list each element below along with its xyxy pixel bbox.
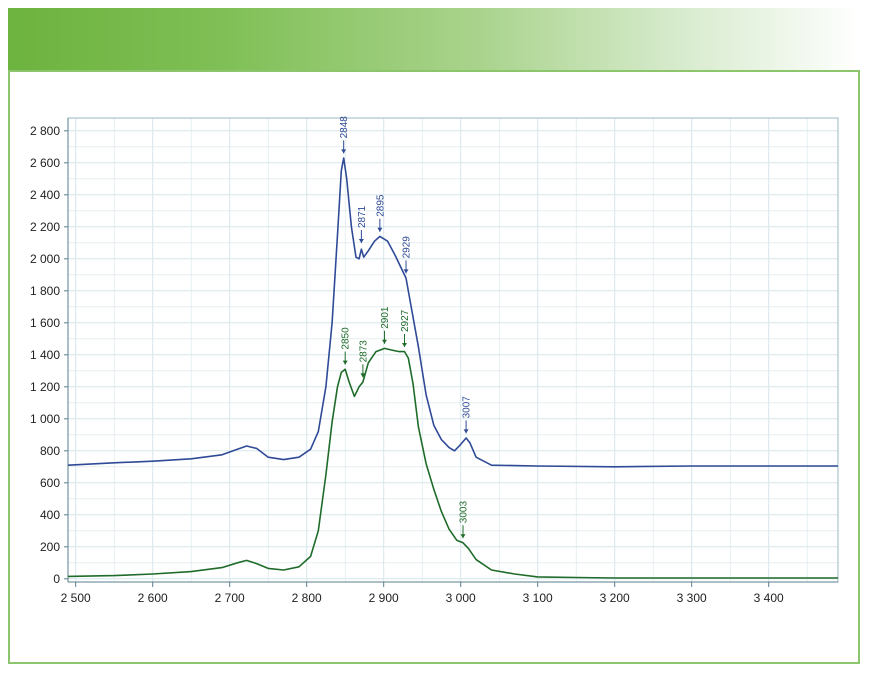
y-tick-label: 2 800 [30,124,60,138]
annotation-label: 2927 [400,309,411,332]
x-tick-label: 2 800 [292,591,322,605]
y-tick-label: 1 000 [30,412,60,426]
annotation-label: 2929 [402,236,413,259]
annotation-label: 2901 [380,306,391,329]
annotation-arrowhead [460,534,466,539]
annotation-label: 2848 [339,116,350,139]
y-tick-label: 400 [40,508,60,522]
y-tick-label: 2 600 [30,156,60,170]
x-tick-label: 3 000 [446,591,476,605]
x-tick-label: 3 300 [677,591,707,605]
annotation-arrowhead [358,239,364,243]
header-banner [8,8,860,70]
y-tick-label: 600 [40,476,60,490]
annotation-arrowhead [341,149,347,154]
annotation-arrowhead [360,373,366,378]
peak-annotations: 2848 2871 2895 2929 3007 2850 2873 2901 2927 3003 [339,116,473,539]
x-tick-label: 3 400 [754,591,784,605]
y-tick-label: 1 400 [30,348,60,362]
series [67,157,838,579]
series-line-2 [67,347,838,579]
x-tick-label: 2 900 [369,591,399,605]
annotation-arrowhead [381,339,387,344]
y-tick-label: 2 000 [30,252,60,266]
y-tick-label: 1 600 [30,316,60,330]
y-tick-label: 2 200 [30,220,60,234]
x-tick-label: 3 200 [600,591,630,605]
y-tick-label: 200 [40,540,60,554]
y-tick-label: 0 [53,572,60,586]
figure-frame [8,70,860,664]
y-tick-label: 2 400 [30,188,60,202]
annotation-arrowhead [401,343,407,347]
axes: 2 500 2 600 2 700 2 800 2 900 3 000 3 100 3 200… [30,118,838,605]
y-tick-label: 1 800 [30,284,60,298]
x-tick-label: 2 700 [215,591,245,605]
x-tick-label: 3 100 [523,591,553,605]
annotation-arrowhead [377,227,383,232]
x-tick-label: 2 600 [138,591,168,605]
grid [68,118,838,582]
annotation-label: 2895 [375,194,386,217]
y-tick-label: 800 [40,444,60,458]
plot-area [67,117,839,583]
annotation-label: 2873 [358,340,369,363]
series-line-1 [67,157,838,468]
annotation-label: 2871 [357,205,368,228]
annotation-label: 3007 [462,396,473,419]
annotation-arrowhead [463,429,469,434]
annotation-label: 3003 [459,501,470,524]
x-tick-label: 2 500 [61,591,91,605]
y-tick-label: 1 200 [30,380,60,394]
frame-top-border [8,70,860,72]
annotation-arrowhead [403,269,409,274]
annotation-label: 2850 [341,327,352,350]
annotation-arrowhead [342,360,348,365]
